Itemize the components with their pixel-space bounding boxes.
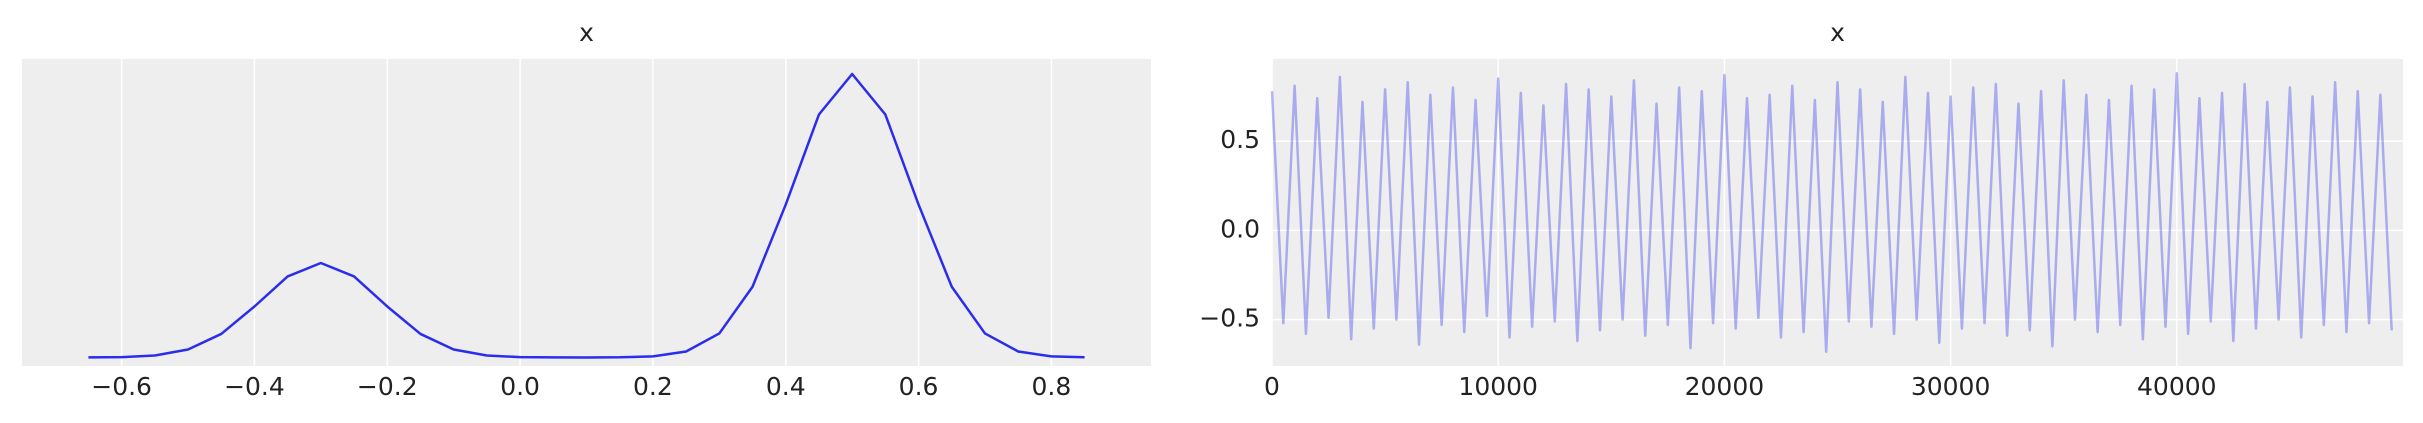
x-tick-label: 40000 xyxy=(2137,372,2217,401)
x-tick-label: 0 xyxy=(1264,372,1280,401)
x-tick-label: 30000 xyxy=(1911,372,1991,401)
data-line xyxy=(88,72,1085,359)
chart-title: x xyxy=(579,18,594,47)
x-tick-label: 0.4 xyxy=(766,372,806,401)
plot-background xyxy=(1272,59,2403,366)
x-tick-label: 10000 xyxy=(1458,372,1538,401)
x-tick-label: 0.6 xyxy=(899,372,939,401)
x-tick-label: 0.2 xyxy=(633,372,673,401)
y-tick-label: 0.0 xyxy=(1220,214,1260,243)
data-line xyxy=(1270,72,2393,353)
y-tick-label: 0.5 xyxy=(1220,125,1260,154)
x-tick-label: 20000 xyxy=(1685,372,1765,401)
x-tick-label: 0.8 xyxy=(1031,372,1071,401)
x-tick-label: −0.6 xyxy=(91,372,152,401)
x-tick-label: −0.2 xyxy=(357,372,418,401)
plot-background xyxy=(22,59,1151,366)
x-tick-label: 0.0 xyxy=(500,372,540,401)
x-tick-label: −0.4 xyxy=(224,372,285,401)
chart-title: x xyxy=(1830,18,1845,47)
y-tick-label: −0.5 xyxy=(1199,304,1260,333)
